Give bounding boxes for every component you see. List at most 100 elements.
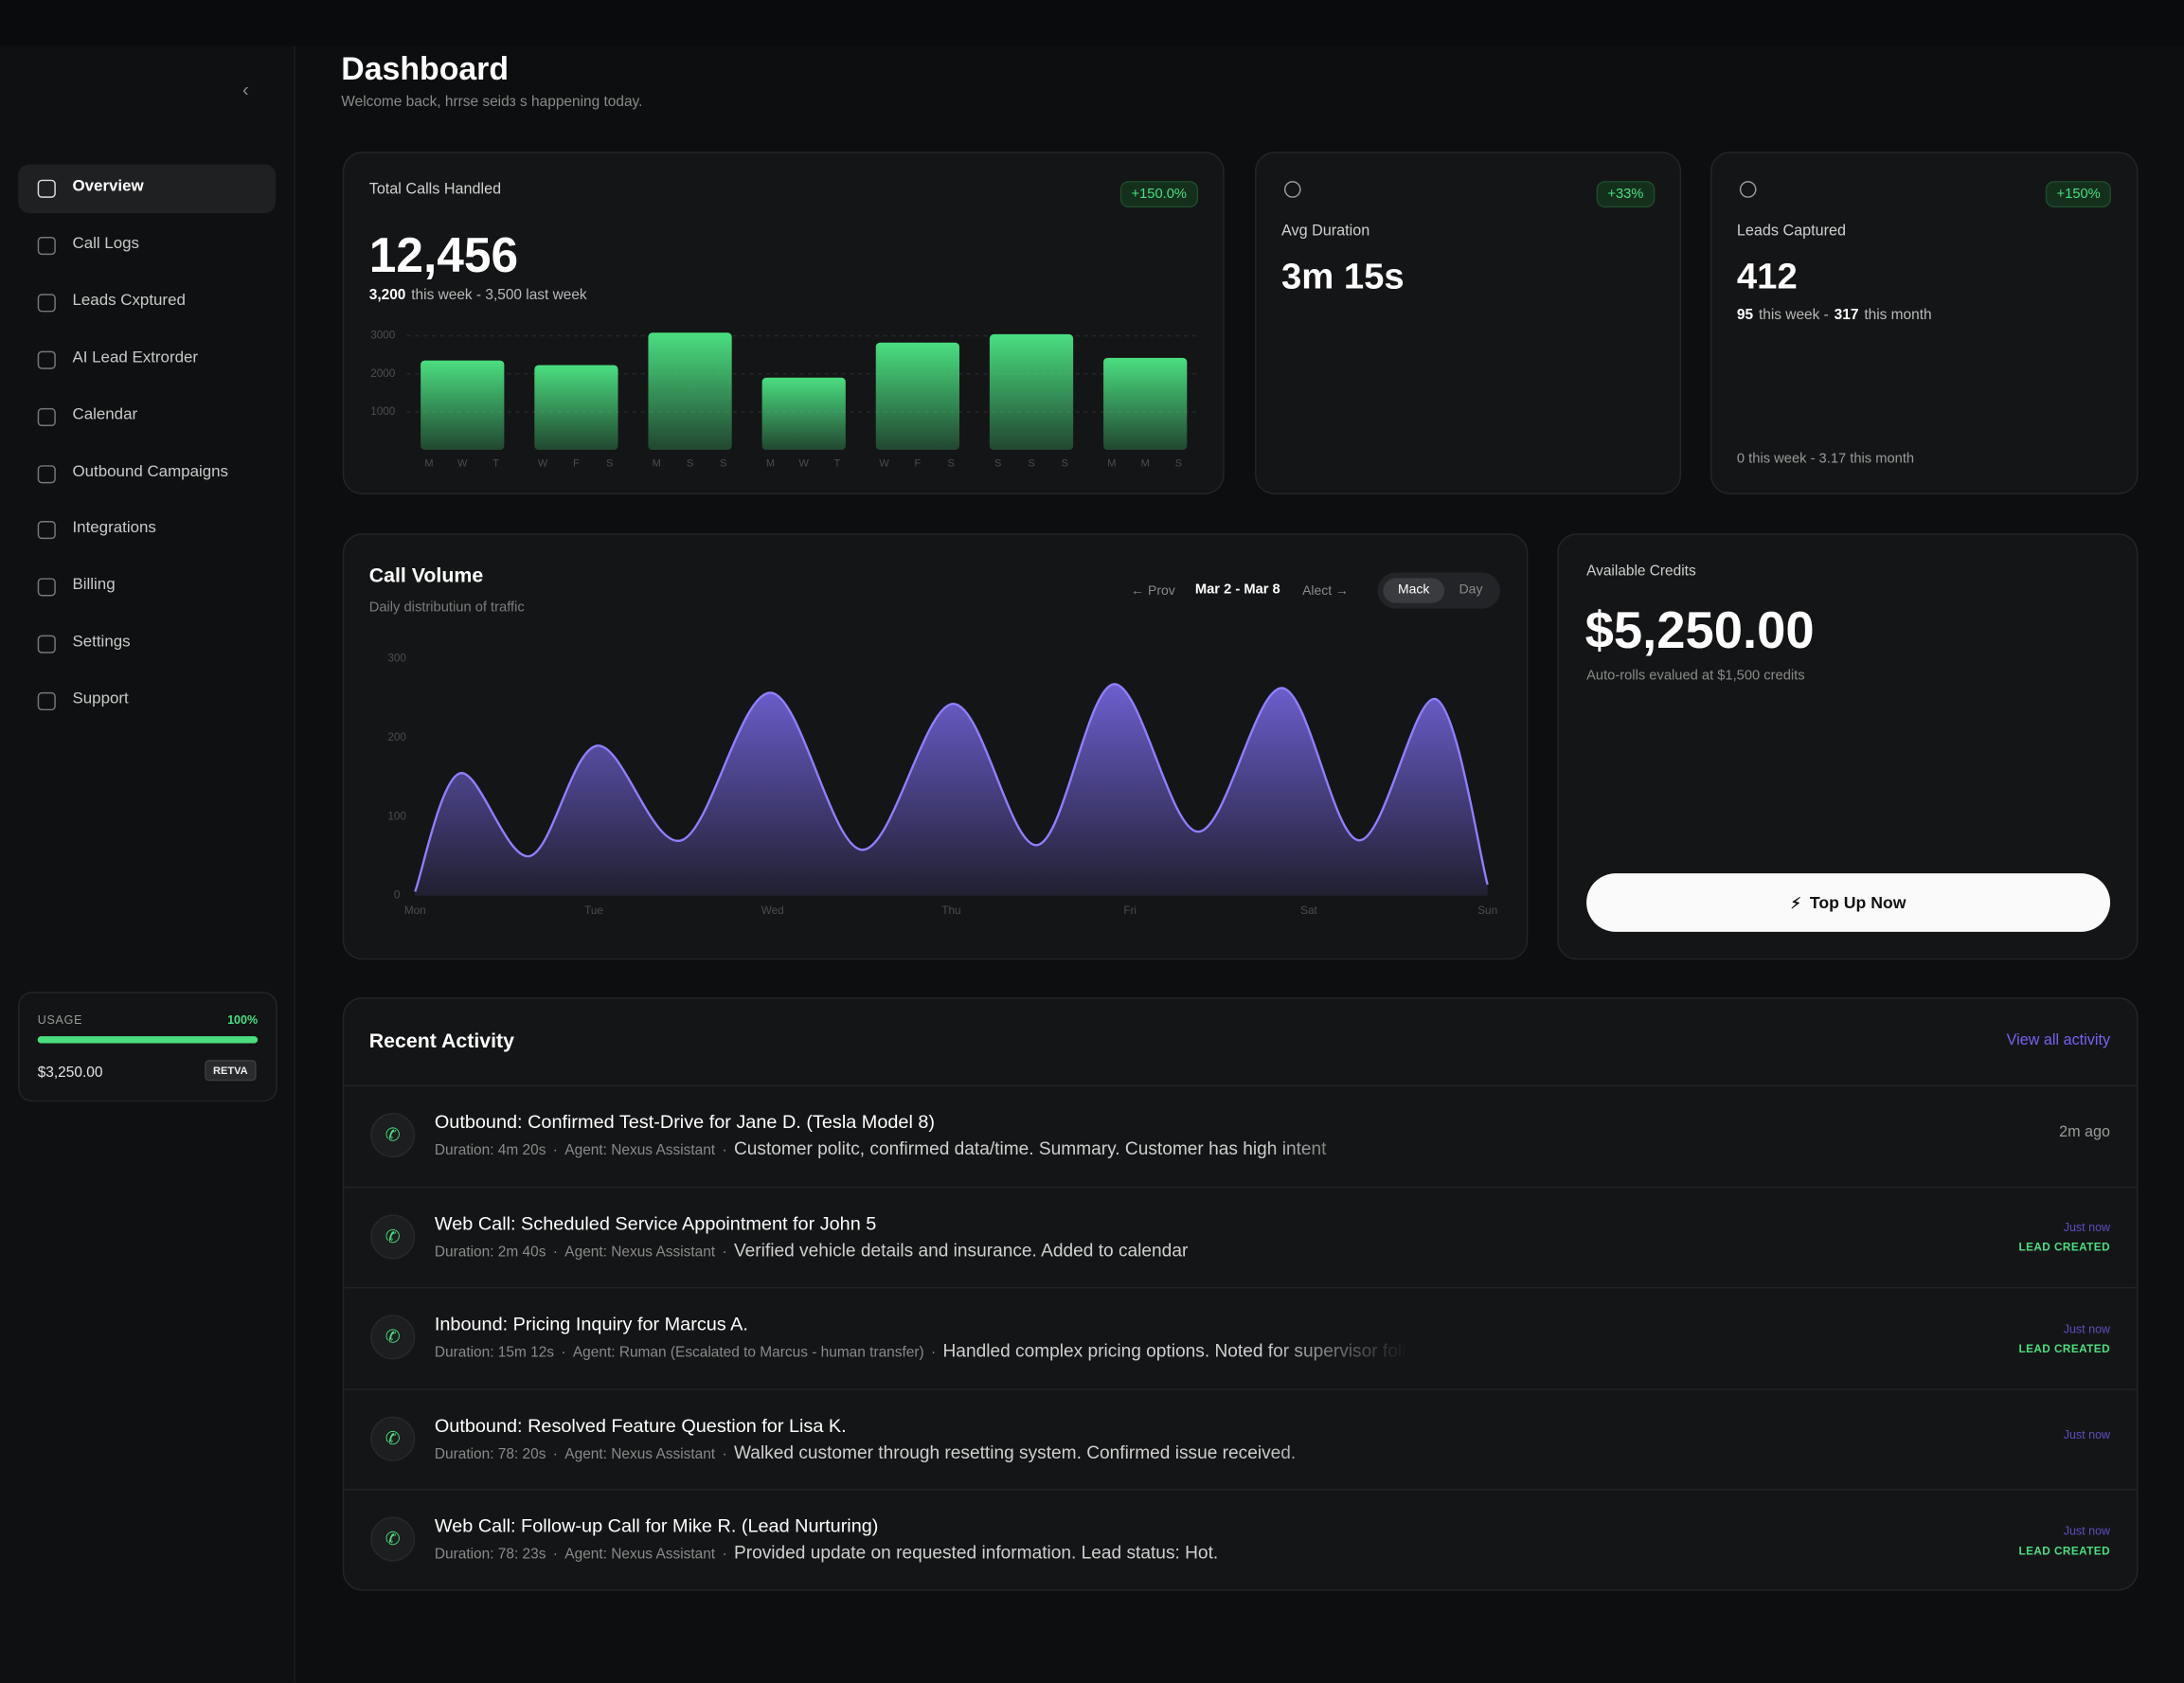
description: Handled complex pricing options. Noted f… (942, 1340, 1410, 1362)
nav-icon (37, 464, 56, 483)
separator: · (931, 1344, 937, 1362)
credits-amount: $5,250.00 (1584, 601, 1815, 659)
view-all-link[interactable]: View all activity (2006, 1031, 2111, 1049)
activity-time: Just now (2063, 1523, 2111, 1538)
card-title: Total Calls Handled (368, 181, 502, 198)
separator: · (552, 1547, 558, 1564)
call-volume-card (342, 533, 1529, 960)
view-option[interactable]: Day (1459, 582, 1483, 598)
lead-tag: LEAD CREATED (2018, 1544, 2111, 1557)
credits-title: Available Credits (1586, 563, 1696, 580)
stat-card (342, 152, 1225, 495)
note-part: this week - (1758, 306, 1829, 324)
nav-label: Billing (72, 577, 116, 594)
date-range: Mar 2 - Mar 8 (1194, 582, 1280, 598)
nav-item[interactable]: Leads Cxptured (18, 278, 276, 327)
separator: · (552, 1141, 558, 1159)
activity-title[interactable]: Outbound: Resolved Feature Question for … (434, 1414, 847, 1436)
separator: · (552, 1243, 558, 1261)
activity-time: Just now (2063, 1321, 2111, 1335)
activity-title[interactable]: Web Call: Scheduled Service Appointment … (434, 1212, 877, 1234)
activity-title[interactable]: Web Call: Follow-up Call for Mike R. (Le… (434, 1515, 879, 1537)
separator: · (552, 1445, 558, 1462)
nav-item[interactable]: Support (18, 677, 276, 725)
nav-icon (37, 179, 56, 198)
nav-label: Overview (72, 178, 144, 195)
activity-meta: Duration: 2m 40s · Agent: Nexus Assistant ·… (435, 1239, 1409, 1260)
nav-icon (37, 350, 56, 369)
view-option[interactable]: Mack (1383, 578, 1445, 603)
agent: Agent: Nexus Assistant (564, 1547, 716, 1564)
usage-label: USAGE (37, 1012, 83, 1027)
next-button[interactable]: Alect → (1302, 583, 1349, 600)
activity-meta: Duration: 78: 20s · Agent: Nexus Assistant… (435, 1441, 1409, 1462)
nav-item[interactable]: Billing (18, 564, 276, 612)
nav-label: Support (72, 690, 129, 708)
prev-button[interactable]: ← Prov (1131, 583, 1175, 600)
page-subtitle: Welcome back, hrrse seidз s happening to… (341, 93, 643, 111)
activity-title[interactable]: Inbound: Pricing Inquiry for Marcus A. (434, 1314, 748, 1335)
card-value: 12,456 (368, 228, 519, 283)
sidebar (0, 45, 295, 1683)
activity-icon: ✆ (370, 1315, 416, 1360)
chart-title: Call Volume (368, 565, 484, 588)
nav-label: Call Logs (72, 235, 139, 253)
description: Provided update on requested information… (733, 1542, 1219, 1564)
card-title: Avg Duration (1281, 223, 1370, 240)
nav-label: AI Lead Extrorder (72, 349, 199, 367)
card-note: 3,200 this week - 3,500 last week (369, 287, 593, 304)
duration: Duration: 4m 20s (434, 1141, 546, 1159)
duration: Duration: 78: 20s (434, 1445, 546, 1462)
activity-icon: ✆ (370, 1517, 416, 1563)
nav-item[interactable]: Integrations (18, 506, 276, 554)
description: Customer politc, confirmed data/time. Su… (733, 1137, 1327, 1159)
usage-badge[interactable]: RETVA (205, 1060, 257, 1082)
agent: Agent: Nexus Assistant (564, 1445, 716, 1462)
nav-icon (37, 692, 56, 711)
agent: Agent: Nexus Assistant (564, 1141, 716, 1159)
duration: Duration: 2m 40s (434, 1243, 546, 1261)
nav-item[interactable]: Calendar (18, 392, 276, 440)
activity-title[interactable]: Outbound: Confirmed Test-Drive for Jane … (434, 1111, 936, 1133)
card-icon (1739, 181, 1757, 198)
nav-label: Integrations (72, 520, 156, 537)
nav-item[interactable]: Outbound Campaigns (18, 449, 276, 497)
separator: · (722, 1141, 727, 1159)
nav-label: Calendar (72, 405, 138, 423)
separator: · (722, 1547, 727, 1564)
separator: · (722, 1445, 727, 1462)
nav-item[interactable]: Overview (18, 164, 277, 214)
activity-card (342, 996, 2139, 1591)
activity-icon: ✆ (370, 1416, 416, 1461)
usage-amount: $3,250.00 (37, 1064, 103, 1082)
view-toggle: Mack Day (1377, 572, 1500, 609)
separator: · (561, 1344, 566, 1362)
card-footer: 0 this week - 3.17 this month (1736, 451, 1915, 467)
activity-time: Just now (2063, 1427, 2111, 1441)
nav-item[interactable]: Call Logs (18, 222, 276, 270)
nav-item[interactable]: AI Lead Extrorder (18, 335, 276, 384)
duration: Duration: 78: 23s (434, 1547, 546, 1564)
lead-tag: LEAD CREATED (2018, 1241, 2111, 1254)
usage-bar (37, 1036, 259, 1044)
nav-label: Leads Cxptured (72, 292, 186, 310)
row-divider (342, 1186, 2139, 1188)
top-up-button[interactable]: ⚡︎ Top Up Now (1586, 873, 2111, 932)
collapse-button[interactable]: ‹ (242, 78, 249, 100)
trend-badge: +150% (2045, 181, 2112, 208)
usage-box: USAGE 100% $3,250.00 RETVA (18, 992, 277, 1102)
top-bar (0, 0, 2184, 46)
trend-badge: +150.0% (1119, 181, 1198, 208)
activity-title: Recent Activity (368, 1030, 514, 1053)
agent: Agent: Nexus Assistant (564, 1243, 716, 1261)
activity-icon: ✆ (370, 1213, 416, 1259)
bolt-icon: ⚡︎ (1790, 895, 1802, 913)
nav-icon (37, 521, 56, 540)
description: Walked customer through resetting system… (733, 1441, 1297, 1462)
card-title: Leads Captured (1736, 223, 1847, 240)
activity-meta: Duration: 15m 12s · Agent: Ruman (Escalate… (435, 1340, 1409, 1361)
nav-item[interactable]: Settings (18, 620, 276, 669)
note-part: 317 (1834, 306, 1859, 324)
